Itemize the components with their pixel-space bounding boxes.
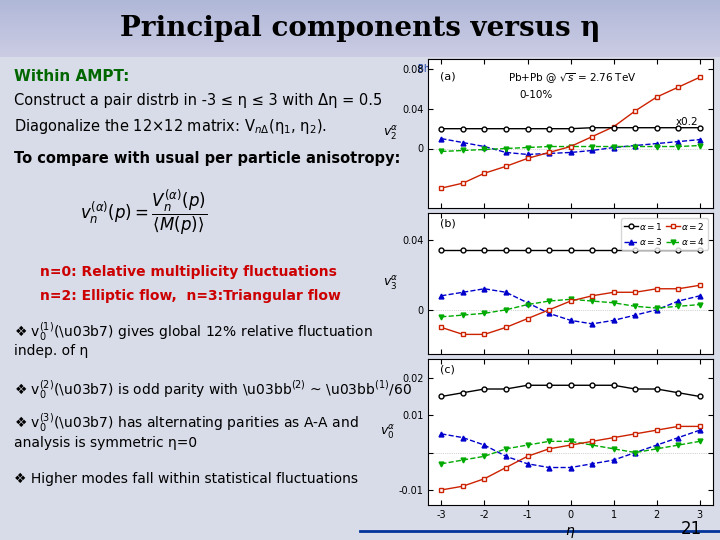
Text: Principal components versus η: Principal components versus η: [120, 15, 600, 42]
Bar: [0, 42, 720, 43]
Text: (a): (a): [440, 71, 456, 82]
Y-axis label: $v_2^{\alpha}$: $v_2^{\alpha}$: [383, 125, 399, 143]
Bar: [0, 38, 720, 39]
Bar: [0, 0, 720, 1]
Bar: [0, 12, 720, 13]
Bar: [0, 45, 720, 46]
Text: ❖ v$_0^{(2)}$(\u03b7) is odd parity with \u03bb$^{(2)}$ ~ \u03bb$^{(1)}$/60: ❖ v$_0^{(2)}$(\u03b7) is odd parity with…: [14, 378, 413, 401]
Bar: [0, 9, 720, 10]
Bar: [0, 23, 720, 24]
Text: n=0: Relative multiplicity fluctuations: n=0: Relative multiplicity fluctuations: [40, 265, 336, 279]
Text: 21: 21: [680, 519, 702, 538]
Bar: [0, 36, 720, 37]
Bar: [0, 29, 720, 30]
Bar: [0, 33, 720, 34]
Bar: [0, 30, 720, 31]
Bar: [0, 54, 720, 55]
Bar: [0, 2, 720, 3]
Bar: [0, 11, 720, 12]
Bar: [0, 16, 720, 17]
Text: Pb+Pb @ $\sqrt{s}$ = 2.76 TeV: Pb+Pb @ $\sqrt{s}$ = 2.76 TeV: [508, 71, 636, 86]
Bar: [0, 46, 720, 47]
X-axis label: $\eta$: $\eta$: [565, 525, 576, 540]
Text: 0-10%: 0-10%: [520, 90, 553, 100]
Bar: [0, 48, 720, 49]
Bar: [0, 26, 720, 28]
Bar: [0, 3, 720, 4]
Bar: [0, 53, 720, 54]
Text: ❖ v$_0^{(1)}$(\u03b7) gives global 12% relative fluctuation: ❖ v$_0^{(1)}$(\u03b7) gives global 12% r…: [14, 320, 373, 342]
Text: Diagonalize the 12×12 matrix: V$_{n\Delta}$(η$_1$, η$_2$).: Diagonalize the 12×12 matrix: V$_{n\Delt…: [14, 117, 328, 136]
Legend: $\alpha = 1$, $\alpha = 3$, $\alpha = 2$, $\alpha = 4$: $\alpha = 1$, $\alpha = 3$, $\alpha = 2$…: [621, 218, 708, 249]
Bar: [0, 18, 720, 19]
Bar: [0, 24, 720, 25]
Bar: [0, 6, 720, 8]
Bar: [0, 50, 720, 51]
Bar: [0, 56, 720, 57]
Text: ❖ v$_0^{(3)}$(\u03b7) has alternating parities as A-A and: ❖ v$_0^{(3)}$(\u03b7) has alternating pa…: [14, 412, 359, 434]
Text: (b): (b): [440, 219, 456, 229]
Y-axis label: $v_0^{\alpha}$: $v_0^{\alpha}$: [379, 423, 395, 441]
Bar: [0, 37, 720, 38]
Bar: [0, 35, 720, 36]
Bar: [0, 39, 720, 40]
Text: analysis is symmetric η=0: analysis is symmetric η=0: [14, 436, 197, 450]
Bar: [0, 28, 720, 29]
Text: indep. of η: indep. of η: [14, 345, 89, 358]
Bar: [0, 10, 720, 11]
Bar: [0, 22, 720, 23]
Bar: [0, 1, 720, 2]
Bar: [0, 32, 720, 33]
Text: Bhalerao, Ollitrault, SP, Teaney: arXiv:1410.7739: Bhalerao, Ollitrault, SP, Teaney: arXiv:…: [418, 64, 706, 74]
Text: Within AMPT:: Within AMPT:: [14, 69, 130, 84]
Bar: [0, 8, 720, 9]
Y-axis label: $v_3^{\alpha}$: $v_3^{\alpha}$: [383, 275, 399, 292]
Bar: [0, 40, 720, 42]
Bar: [0, 20, 720, 21]
Bar: [0, 15, 720, 16]
Bar: [0, 25, 720, 26]
Bar: [0, 51, 720, 52]
Text: ❖ Higher modes fall within statistical fluctuations: ❖ Higher modes fall within statistical f…: [14, 472, 359, 487]
Text: Construct a pair distrb in -3 ≤ η ≤ 3 with Δη = 0.5: Construct a pair distrb in -3 ≤ η ≤ 3 wi…: [14, 93, 382, 108]
Bar: [0, 34, 720, 35]
Text: (c): (c): [440, 365, 454, 375]
Bar: [0, 19, 720, 20]
Text: x0.2: x0.2: [676, 117, 698, 127]
Bar: [0, 49, 720, 50]
Bar: [0, 13, 720, 14]
Bar: [0, 5, 720, 6]
Bar: [0, 52, 720, 53]
Bar: [0, 43, 720, 44]
Bar: [0, 44, 720, 45]
Bar: [0, 31, 720, 32]
Text: $v_n^{(\alpha)}(p) = \dfrac{V_n^{(\alpha)}(p)}{\langle M(p) \rangle}$: $v_n^{(\alpha)}(p) = \dfrac{V_n^{(\alpha…: [81, 187, 207, 237]
Text: To compare with usual per particle anisotropy:: To compare with usual per particle aniso…: [14, 151, 401, 166]
Bar: [0, 4, 720, 5]
Bar: [0, 14, 720, 15]
Bar: [0, 9, 720, 10]
Bar: [0, 17, 720, 18]
Bar: [0, 21, 720, 22]
Text: n=2: Elliptic flow,  n=3:Triangular flow: n=2: Elliptic flow, n=3:Triangular flow: [40, 289, 341, 303]
Bar: [0, 55, 720, 56]
Bar: [0, 47, 720, 48]
